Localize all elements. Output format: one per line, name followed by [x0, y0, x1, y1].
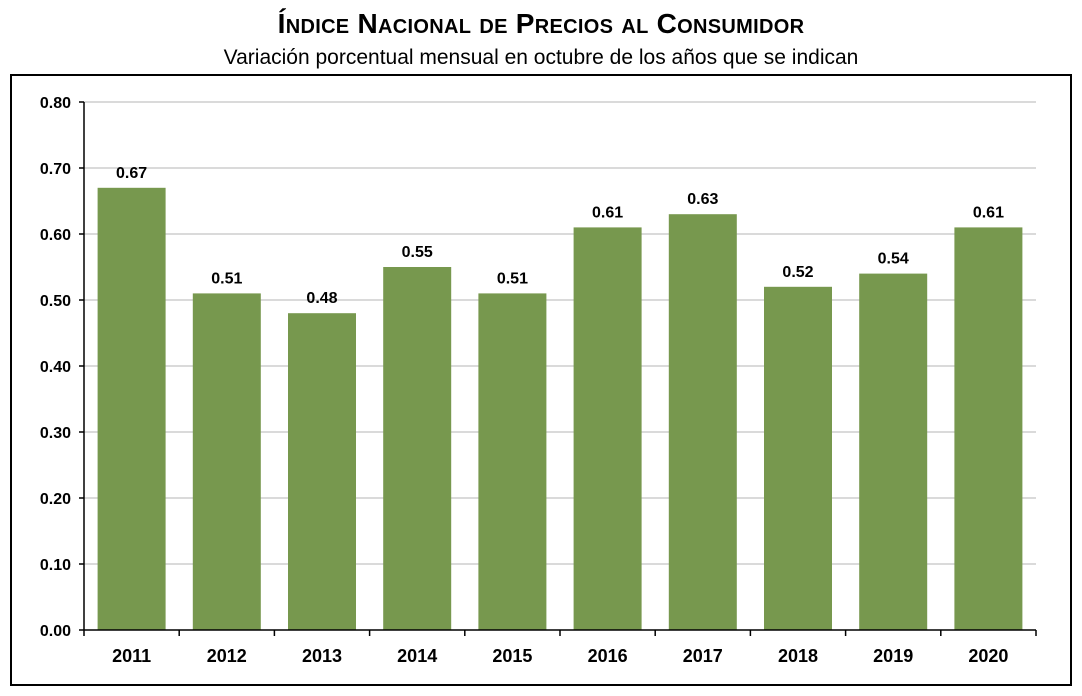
- y-tick-label: 0.60: [40, 227, 71, 244]
- chart-title: Índice Nacional de Precios al Consumidor: [277, 8, 805, 39]
- x-tick-label: 2017: [683, 646, 723, 666]
- data-label: 0.67: [116, 165, 147, 182]
- bar: [668, 214, 737, 630]
- bar: [478, 293, 547, 630]
- data-label: 0.52: [782, 264, 813, 281]
- data-label: 0.51: [211, 270, 242, 287]
- bar: [573, 227, 642, 630]
- y-tick-label: 0.40: [40, 359, 71, 376]
- bar: [97, 187, 166, 631]
- x-tick-label: 2015: [492, 646, 532, 666]
- x-tick-label: 2018: [778, 646, 818, 666]
- x-tick-label: 2014: [397, 646, 437, 666]
- y-tick-label: 0.30: [40, 425, 71, 442]
- x-tick-label: 2016: [588, 646, 628, 666]
- x-tick-label: 2013: [302, 646, 342, 666]
- y-tick-label: 0.10: [40, 557, 71, 574]
- x-tick-label: 2020: [968, 646, 1008, 666]
- bar: [764, 286, 832, 630]
- data-label: 0.55: [402, 244, 433, 261]
- bar: [288, 313, 356, 630]
- data-label: 0.61: [973, 204, 1004, 221]
- data-label: 0.63: [687, 191, 718, 208]
- data-label: 0.61: [592, 204, 623, 221]
- bar: [383, 267, 452, 630]
- x-tick-label: 2011: [112, 646, 151, 666]
- bar: [954, 227, 1023, 630]
- data-label: 0.51: [497, 270, 528, 287]
- y-tick-label: 0.00: [40, 623, 71, 640]
- x-tick-label: 2012: [207, 646, 247, 666]
- y-tick-label: 0.50: [40, 293, 71, 310]
- y-tick-label: 0.70: [40, 161, 71, 178]
- bar: [859, 273, 928, 630]
- data-label: 0.48: [306, 290, 337, 307]
- data-label: 0.54: [878, 251, 909, 268]
- chart-frame: [10, 74, 1072, 686]
- y-tick-label: 0.20: [40, 491, 71, 508]
- bar: [192, 293, 261, 630]
- y-tick-label: 0.80: [40, 95, 71, 112]
- chart-subtitle: Variación porcentual mensual en octubre …: [223, 46, 859, 69]
- x-tick-label: 2019: [873, 646, 913, 666]
